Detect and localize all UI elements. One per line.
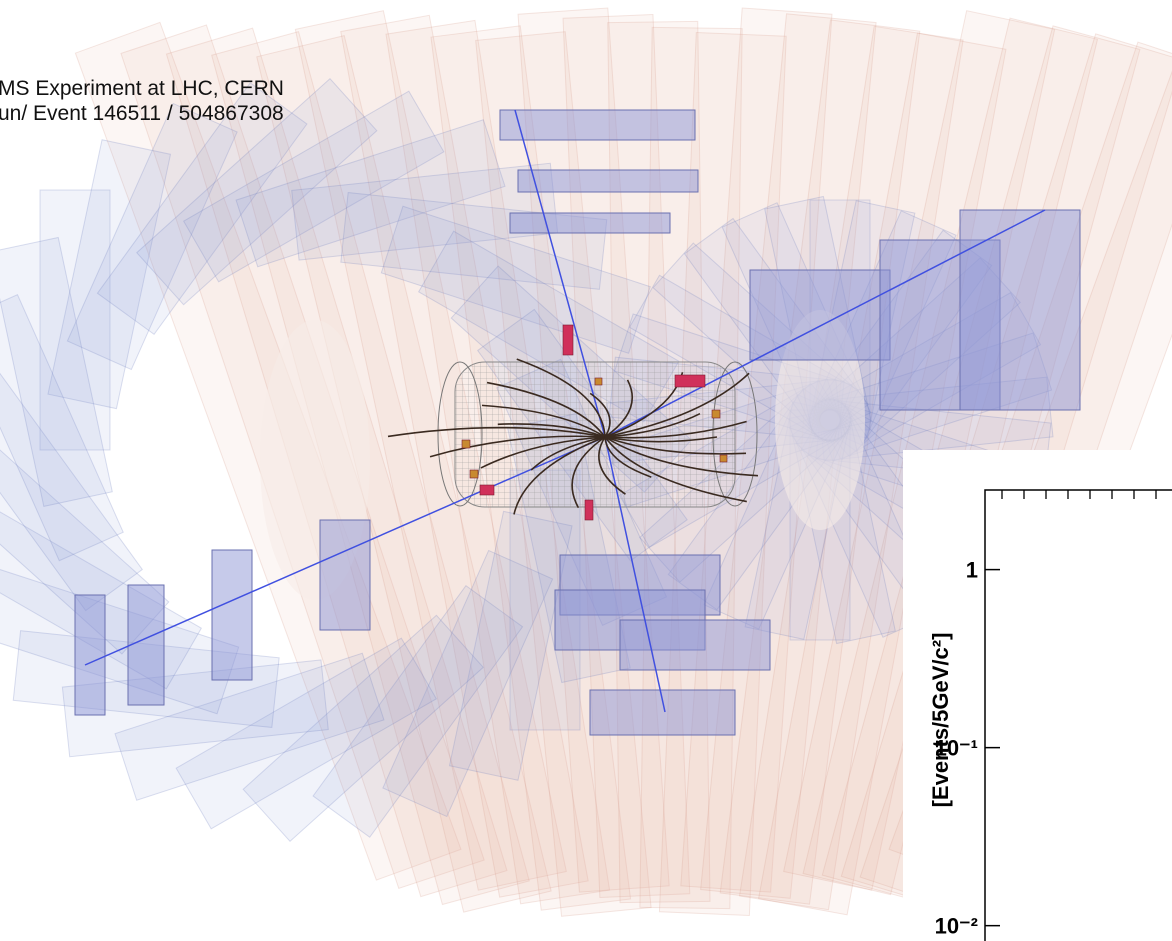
calo-hit [563,325,573,355]
y-tick-label: 10⁻¹ [935,736,978,761]
calo-hit [480,485,494,495]
muon-chamber [510,213,670,233]
calo-hit [585,500,593,520]
muon-chamber [128,585,164,705]
caption-line: un/ Event 146511 / 504867308 [0,102,284,125]
caption-line: MS Experiment at LHC, CERN [0,77,284,100]
muon-chamber [320,520,370,630]
muon-chamber [750,270,890,360]
muon-chamber [960,210,1080,410]
muon-chamber [500,110,695,140]
y-tick-label: 1 [966,558,978,583]
muon-chamber [518,170,698,192]
muon-chamber [75,595,105,715]
plot-inset: [Events/5GeV/c²] 1 10⁻¹ 10⁻² [903,450,1172,941]
muon-chamber [590,690,735,735]
calo-hit [595,378,602,385]
muon-chamber [212,550,252,680]
calo-hit [712,410,720,418]
muon-chamber [620,620,770,670]
calo-hit [470,470,478,478]
calo-hit [720,455,727,462]
calo-hit [462,440,470,448]
y-tick-label: 10⁻² [935,914,978,939]
event-display: MS Experiment at LHC, CERN un/ Event 146… [0,0,1172,941]
y-axis-label: [Events/5GeV/c²] [928,633,953,808]
calo-hit [675,375,705,387]
